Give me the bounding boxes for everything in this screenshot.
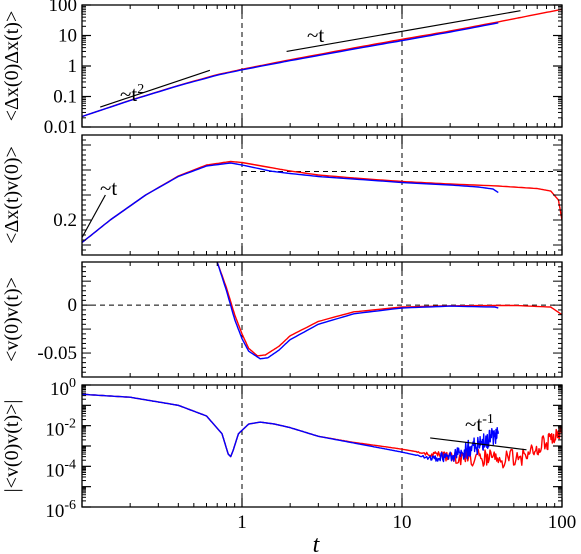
y-tick-label: 100 [50,376,76,400]
reference-slope-label: ~t [100,176,117,200]
y-tick-label: 100 [49,0,78,16]
plot-frame [81,261,563,378]
plot-frame [81,384,563,508]
y-axis: 100 10 1 0.1 0.01 [44,0,563,138]
x-tick-label: 1 [237,512,247,533]
y-axis-label: |<v(0)v(t)>| [1,400,23,493]
y-tick-label: 0.1 [53,87,77,108]
y-axis-label: <Δx(t)v(0)> [1,146,23,244]
red-series-line [216,262,562,357]
panel-abs-vacf: ~t-1 100 10-2 10-4 10-6 |<v(0)v(t)>| [1,376,563,522]
blue-series-line [216,262,499,360]
y-axis: 0.2 [53,134,563,256]
y-tick-label: 0.01 [44,117,77,138]
y-tick-label: 10 [58,26,77,47]
reference-slope-line [100,69,211,108]
panel-msd: ~t2 ~t 100 10 1 0.1 0.01 <Δx(0)Δx(t)> [1,0,563,138]
plot-frame [81,134,563,256]
x-tick-label: 100 [548,512,577,533]
reference-slope-label: ~t [307,23,324,47]
y-axis-label: <v(0)v(t)> [1,277,23,362]
y-axis: 100 10-2 10-4 10-6 [45,376,563,522]
x-tick-label: 10 [393,512,412,533]
reference-slope-line [286,10,521,53]
blue-series-line [82,162,499,244]
y-axis-label: <Δx(0)Δx(t)> [1,11,23,121]
y-tick-label: 10-2 [45,417,76,441]
panel-vacf: 0 -0.05 <v(0)v(t)> [1,261,563,378]
y-tick-label: 0 [68,295,78,316]
y-tick-label: 1 [68,56,78,77]
reference-slope-line [81,194,106,238]
y-tick-label: 10-6 [45,498,76,522]
reference-slope-line [430,437,527,451]
blue-series-line [82,22,499,118]
y-tick-label: 0.2 [53,210,77,231]
y-tick-label: -0.05 [37,343,77,364]
x-axis: t 1 10 100 [237,512,576,554]
red-series-line [82,160,562,244]
blue-series-line [82,393,499,463]
panel-dxv: ~t 0.2 <Δx(t)v(0)> [1,134,563,256]
reference-slope-label: ~t2 [120,82,144,106]
reference-slope-label: ~t-1 [465,412,494,436]
x-axis-label: t [313,532,321,554]
y-tick-label: 10-4 [45,457,76,481]
y-axis: 0 -0.05 [37,261,563,378]
